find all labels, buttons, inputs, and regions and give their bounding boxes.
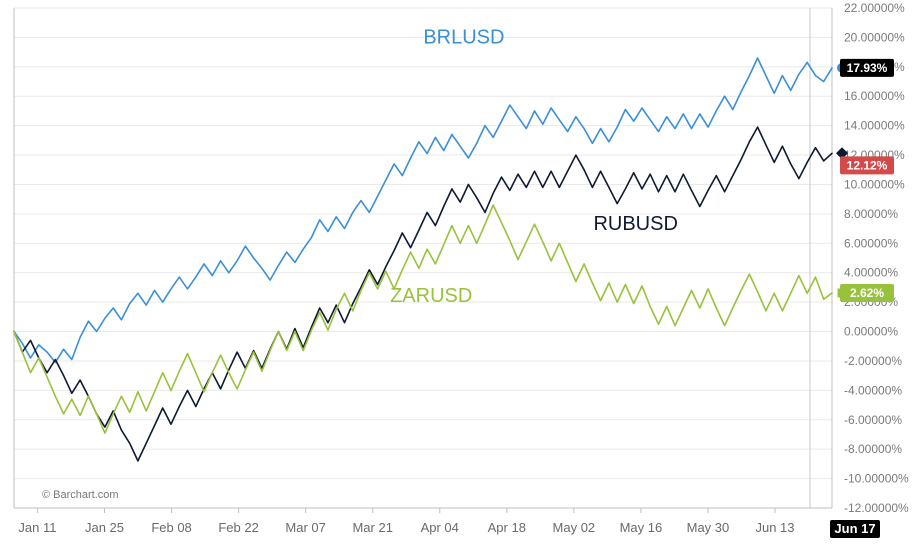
x-axis-label: Jan 11	[18, 520, 56, 535]
x-axis-label: Feb 08	[151, 520, 191, 535]
x-axis-label: Apr 18	[488, 520, 526, 535]
y-axis-label: -6.00000%	[844, 413, 902, 427]
y-axis-label: 4.00000%	[844, 266, 898, 280]
value-badge-text-rubusd: 12.12%	[847, 158, 888, 172]
x-axis-label: May 16	[620, 520, 663, 535]
x-axis-highlight-label: Jun 17	[834, 521, 875, 536]
y-axis-label: 14.00000%	[844, 119, 905, 133]
x-axis-label: Feb 22	[218, 520, 258, 535]
y-axis-label: -8.00000%	[844, 442, 902, 456]
y-axis-label: 6.00000%	[844, 236, 898, 250]
series-label-zarusd: ZARUSD	[390, 285, 472, 307]
value-badge-text-zarusd: 2.62%	[850, 286, 884, 300]
series-label-brlusd: BRLUSD	[423, 26, 504, 48]
x-axis-label: May 02	[553, 520, 596, 535]
series-label-rubusd: RUBUSD	[593, 213, 677, 235]
y-axis-label: -10.00000%	[844, 472, 909, 486]
y-axis-label: -4.00000%	[844, 383, 902, 397]
y-axis-label: 8.00000%	[844, 207, 898, 221]
x-axis-label: Jan 25	[85, 520, 124, 535]
x-axis-label: Mar 07	[285, 520, 325, 535]
y-axis-label: 10.00000%	[844, 177, 905, 191]
chart-svg: -12.00000% -10.00000% -8.00000% -6.00000% -4…	[0, 0, 921, 545]
x-axis-label: Apr 04	[421, 520, 459, 535]
chart-container[interactable]: -12.00000% -10.00000% -8.00000% -6.00000% -4…	[0, 0, 921, 545]
x-axis-label: Jun 13	[755, 520, 794, 535]
y-axis-label: -2.00000%	[844, 354, 902, 368]
y-axis-label: 16.00000%	[844, 89, 905, 103]
y-axis-label: 0.00000%	[844, 325, 898, 339]
x-axis-label: Mar 21	[352, 520, 392, 535]
x-axis-label: May 30	[687, 520, 730, 535]
value-badge-text-brlusd: 17.93%	[847, 61, 888, 75]
y-axis-label: -12.00000%	[844, 501, 909, 515]
attribution-text: © Barchart.com	[42, 489, 119, 501]
y-axis-label: 22.00000%	[844, 1, 905, 15]
y-axis-label: 20.00000%	[844, 30, 905, 44]
